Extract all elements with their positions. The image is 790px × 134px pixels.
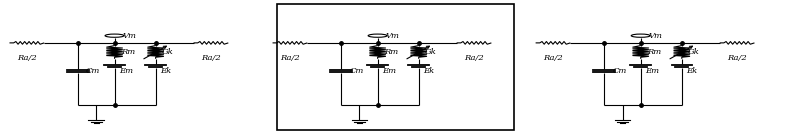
Text: Rm: Rm	[384, 48, 398, 56]
Text: Ek: Ek	[160, 67, 171, 75]
Text: Cm: Cm	[349, 67, 363, 75]
Text: Vm: Vm	[122, 32, 137, 40]
Text: Vm: Vm	[386, 32, 400, 40]
Text: Ra/2: Ra/2	[280, 54, 300, 62]
Text: Rm: Rm	[121, 48, 135, 56]
Text: Gk: Gk	[162, 48, 174, 56]
Text: Ra/2: Ra/2	[201, 54, 221, 62]
Text: Ra/2: Ra/2	[465, 54, 483, 62]
Bar	[276, 4, 514, 130]
Text: Ra/2: Ra/2	[544, 54, 562, 62]
Text: Ek: Ek	[423, 67, 434, 75]
Text: Ek: Ek	[687, 67, 698, 75]
Text: Rm: Rm	[647, 48, 661, 56]
Text: Gk: Gk	[425, 48, 437, 56]
Text: Ra/2: Ra/2	[17, 54, 37, 62]
Text: Em: Em	[645, 67, 660, 75]
Text: Gk: Gk	[688, 48, 700, 56]
Text: Cm: Cm	[86, 67, 100, 75]
Text: Em: Em	[382, 67, 397, 75]
Text: Vm: Vm	[649, 32, 663, 40]
Text: Em: Em	[119, 67, 134, 75]
Text: Cm: Cm	[612, 67, 626, 75]
Text: Ra/2: Ra/2	[727, 54, 747, 62]
